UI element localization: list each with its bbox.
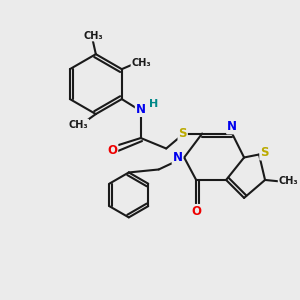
Text: S: S bbox=[260, 146, 269, 160]
Text: O: O bbox=[107, 144, 117, 158]
Text: N: N bbox=[172, 151, 183, 164]
Text: H: H bbox=[149, 99, 158, 109]
Text: CH₃: CH₃ bbox=[131, 58, 151, 68]
Text: CH₃: CH₃ bbox=[69, 119, 88, 130]
Text: S: S bbox=[178, 127, 187, 140]
Text: N: N bbox=[227, 120, 237, 134]
Text: O: O bbox=[191, 205, 201, 218]
Text: N: N bbox=[136, 103, 146, 116]
Text: CH₃: CH₃ bbox=[279, 176, 298, 186]
Text: CH₃: CH₃ bbox=[83, 31, 103, 40]
